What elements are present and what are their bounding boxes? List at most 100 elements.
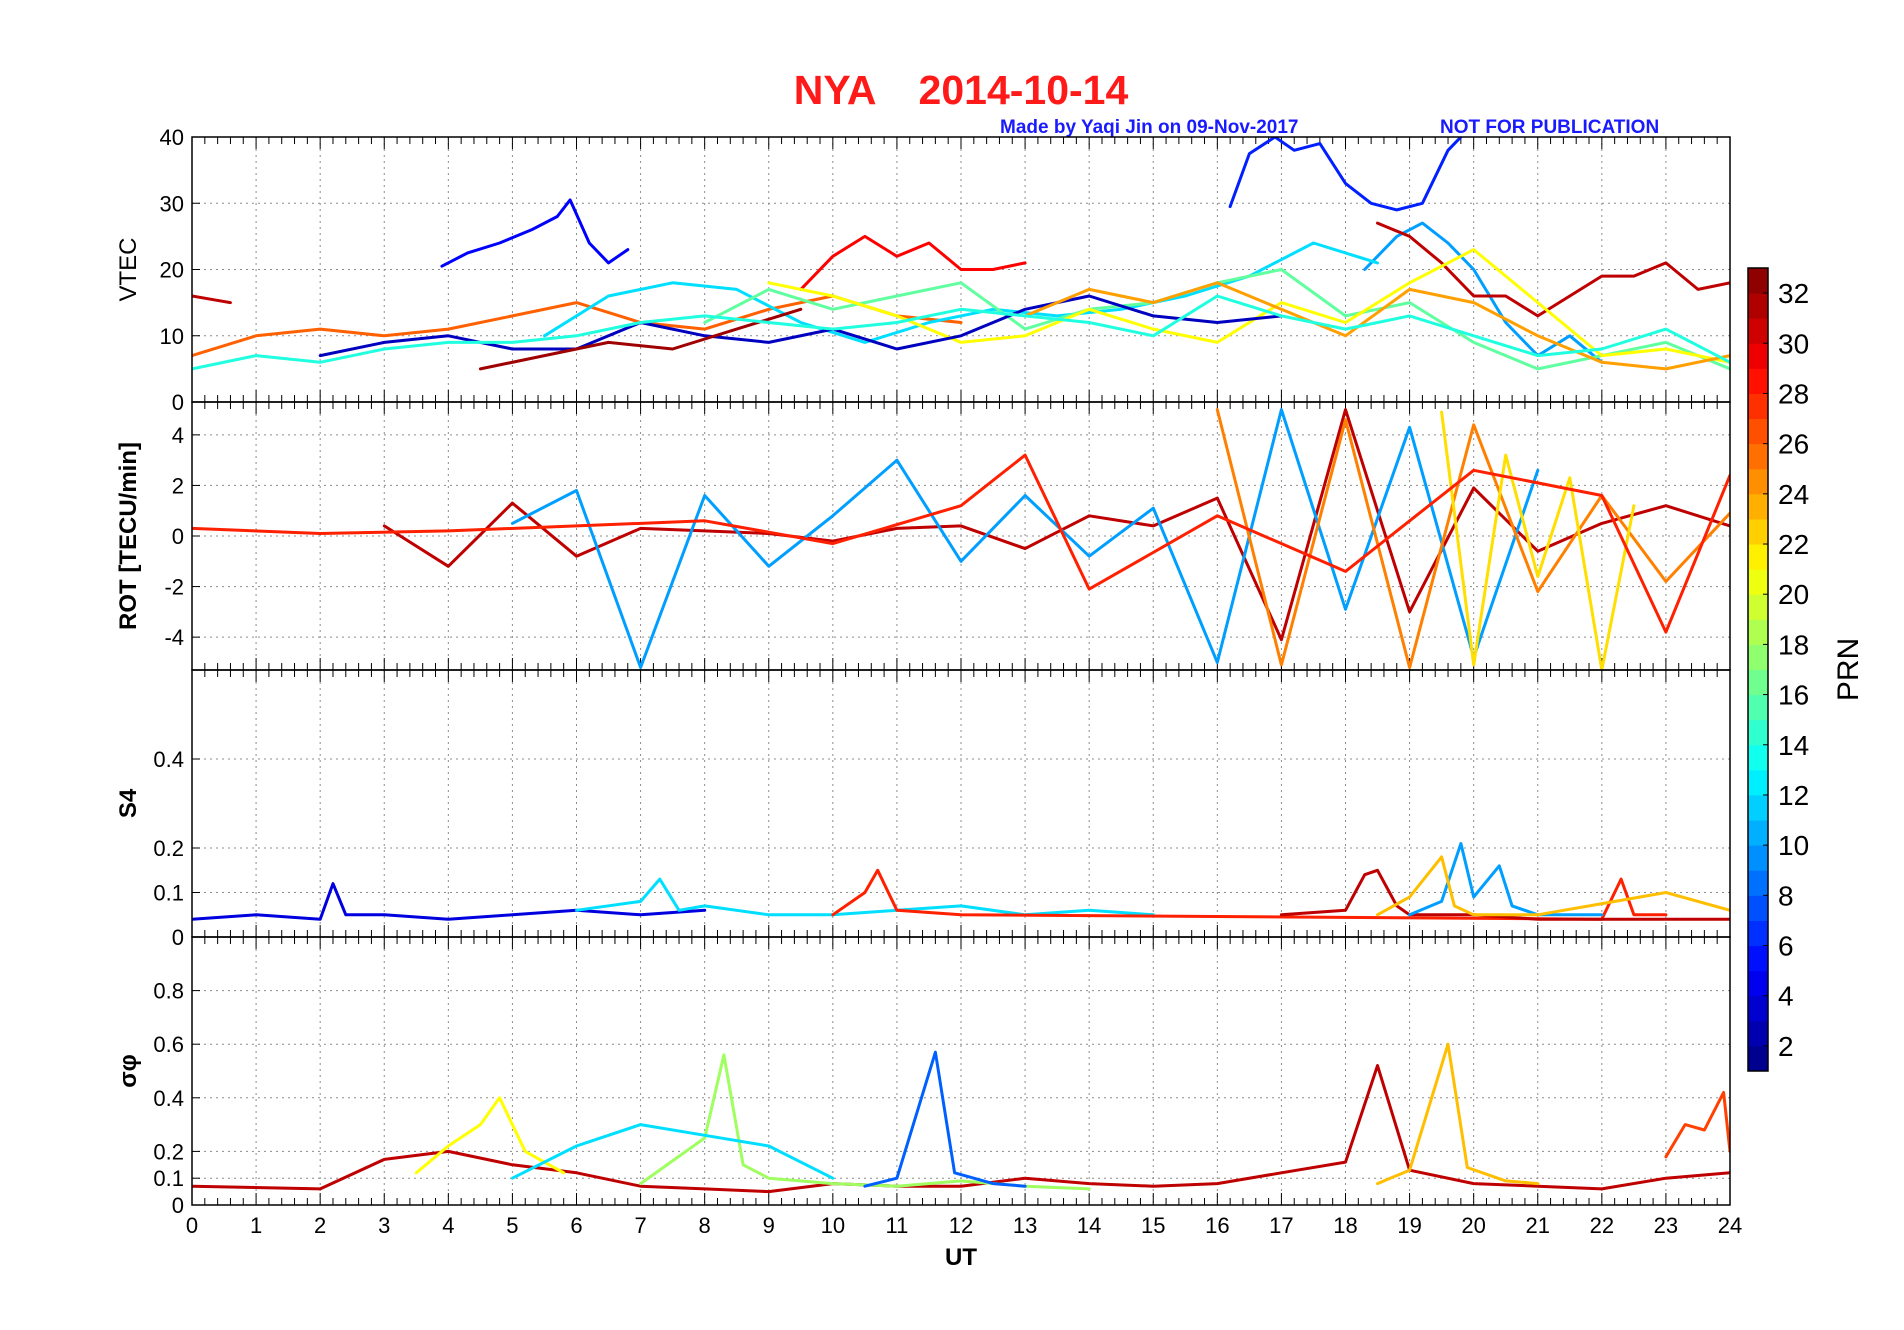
colorbar-swatch: [1748, 518, 1768, 545]
x-tick-label: 17: [1269, 1213, 1293, 1238]
y-tick-label: 0.6: [153, 1032, 184, 1057]
x-tick-label: 2: [314, 1213, 326, 1238]
x-tick-label: 7: [634, 1213, 646, 1238]
series-line-prn-22: [1440, 410, 1636, 670]
y-axis-label-vtec: VTEC: [115, 237, 142, 301]
colorbar-swatch: [1748, 970, 1768, 997]
series-line-prn-4: [192, 882, 707, 921]
x-tick-label: 18: [1333, 1213, 1357, 1238]
series-group-sigma: [192, 1042, 1730, 1194]
x-tick-label: 12: [949, 1213, 973, 1238]
colorbar-tick-label: 4: [1778, 981, 1794, 1012]
colorbar-swatch: [1748, 368, 1768, 394]
credit-text: Made by Yaqi Jin on 09-Nov-2017: [1000, 117, 1298, 138]
x-tick-label: 8: [699, 1213, 711, 1238]
y-tick-label: -2: [164, 575, 184, 600]
colorbar-swatch: [1748, 644, 1768, 670]
notice-text: NOT FOR PUBLICATION: [1440, 117, 1659, 138]
y-tick-label: 0: [172, 524, 184, 549]
colorbar-swatch: [1748, 870, 1768, 896]
colorbar-label: PRN: [1832, 638, 1865, 701]
colorbar-swatch: [1748, 1045, 1768, 1072]
colorbar-swatch: [1748, 845, 1768, 871]
axes-frame-sigma: [191, 936, 1731, 1206]
colorbar-swatch: [1748, 544, 1768, 570]
y-tick-label: 0.4: [153, 747, 184, 772]
x-tick-label: 23: [1654, 1213, 1678, 1238]
series-line-prn-31: [1376, 221, 1730, 318]
chart-title: NYA 2014-10-14: [794, 67, 1129, 113]
x-tick-label: 11: [885, 1213, 908, 1238]
colorbar-swatch: [1748, 268, 1768, 294]
series-line-prn-18: [639, 1053, 1091, 1191]
colorbar-swatch: [1748, 794, 1768, 821]
series-line-prn-12: [575, 877, 1155, 917]
x-tick-label: 20: [1461, 1213, 1485, 1238]
series-line-prn-21: [767, 248, 1730, 364]
y-axis-label-rot: ROT [TECU/min]: [115, 442, 142, 630]
colorbar-swatch: [1748, 920, 1768, 947]
colorbar-tick-label: 10: [1778, 830, 1809, 861]
series-line-prn-12: [510, 1123, 835, 1180]
y-tick-label: 0.1: [153, 881, 184, 906]
colorbar-tick-label: 16: [1778, 680, 1809, 711]
colorbar-swatch: [1748, 1020, 1768, 1047]
colorbar-swatch: [1748, 443, 1768, 470]
x-tick-label: 15: [1141, 1213, 1165, 1238]
y-tick-label: 0.2: [153, 836, 184, 861]
title-station: NYA: [794, 67, 877, 113]
y-tick-label: 0: [172, 1193, 184, 1218]
colorbar-tick-label: 22: [1778, 529, 1809, 560]
x-tick-label: 14: [1077, 1213, 1101, 1238]
series-line-prn-31: [1279, 868, 1730, 921]
colorbar-swatch: [1748, 820, 1768, 846]
series-line-prn-31: [382, 408, 1730, 642]
colorbar-tick-label: 32: [1778, 278, 1809, 309]
series-group-rot: [192, 408, 1730, 670]
series-line-prn-32: [478, 307, 803, 371]
y-tick-label: 40: [160, 125, 184, 150]
x-tick-label: 3: [378, 1213, 390, 1238]
x-tick-label: 13: [1013, 1213, 1037, 1238]
colorbar-swatch: [1748, 945, 1768, 972]
y-tick-label: 0.1: [153, 1166, 184, 1191]
colorbar-tick-label: 30: [1778, 328, 1809, 359]
colorbar-swatch: [1748, 343, 1768, 369]
series-line-prn-28: [192, 453, 1730, 634]
grid-s4: [192, 670, 1730, 937]
y-tick-label: 10: [160, 324, 184, 349]
y-tick-label: 30: [160, 191, 184, 216]
colorbar-tick-label: 12: [1778, 780, 1809, 811]
series-line-prn-21: [414, 1096, 566, 1175]
minor-ticks-rot: [191, 402, 1731, 670]
colorbar-swatch: [1748, 393, 1768, 420]
colorbar-swatch: [1748, 694, 1768, 721]
x-tick-label: 4: [442, 1213, 454, 1238]
colorbar-swatch: [1748, 995, 1768, 1022]
colorbar-swatch: [1748, 318, 1768, 344]
series-line-prn-24: [1023, 281, 1730, 371]
colorbar-swatch: [1748, 468, 1768, 495]
series-line-prn-14: [192, 294, 1730, 371]
series-line-prn-10: [1408, 842, 1604, 917]
minor-ticks-vtec: [191, 137, 1731, 402]
minor-ticks-sigma: [191, 937, 1731, 1205]
series-line-prn-10: [510, 408, 1540, 669]
x-tick-label: 21: [1526, 1213, 1550, 1238]
colorbar-swatch: [1748, 594, 1768, 620]
x-tick-label: 9: [763, 1213, 775, 1238]
series-line-prn-27: [1664, 1090, 1730, 1159]
series-line-prn-29: [799, 234, 1027, 291]
x-tick-label: 1: [250, 1213, 262, 1238]
colorbar-swatch: [1748, 619, 1768, 645]
y-tick-label: 0: [172, 390, 184, 415]
series-line-prn-8: [863, 1050, 1027, 1188]
series-line-prn-25: [1215, 408, 1730, 669]
series-line-prn-6: [1228, 137, 1463, 212]
colorbar-frame: [1747, 267, 1769, 1072]
x-tick-labels: 0 1 2 3 4 5 6 7 8 9 10 11 12 13 14 15 16 17 18 19 20 21 22 23 24: [186, 1213, 1742, 1238]
y-tick-label: 0: [172, 925, 184, 950]
colorbar-swatch: [1748, 569, 1768, 595]
